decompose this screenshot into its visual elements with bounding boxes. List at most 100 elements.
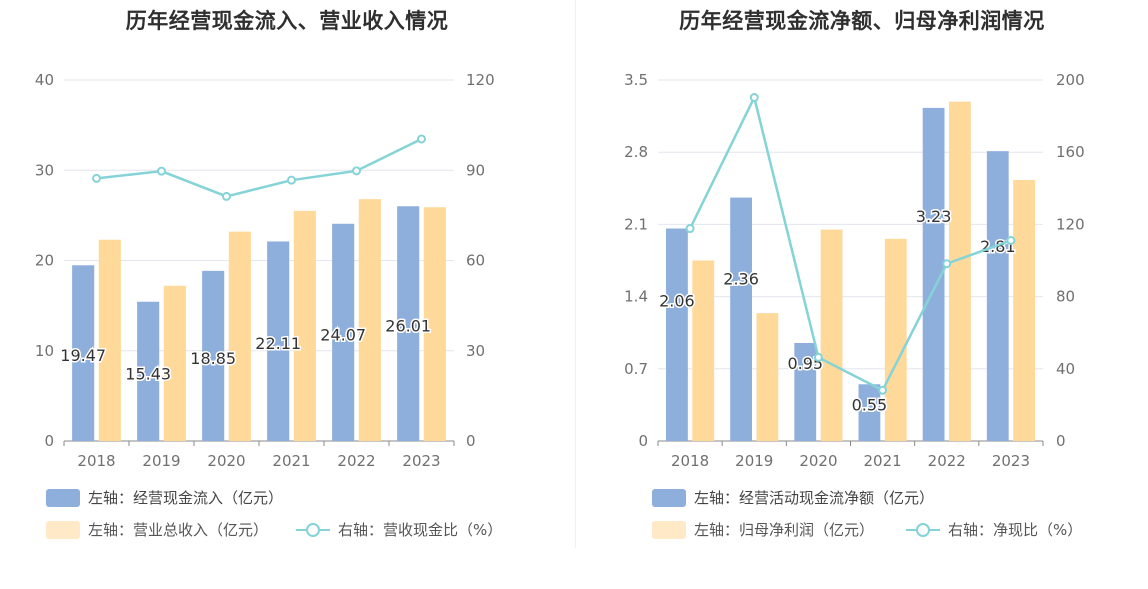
bar-data-label: 19.47 <box>60 346 106 365</box>
bar-primary <box>202 270 225 441</box>
legend-label: 右轴：营收现金比（%） <box>338 521 503 539</box>
legend-swatch-blue <box>46 488 80 507</box>
ratio-point <box>813 352 823 362</box>
bar-secondary <box>423 207 446 441</box>
bar-primary <box>72 265 95 441</box>
legend-label: 左轴：经营现金流入（亿元） <box>88 489 284 507</box>
bar-data-label: 2.36 <box>723 270 759 289</box>
bar-primary <box>332 223 355 441</box>
y-left-tick-label: 1.4 <box>624 288 648 306</box>
bar-data-label: 0.55 <box>852 395 888 414</box>
bar-data-label: 22.11 <box>255 334 301 353</box>
x-tick-label: 2020 <box>799 452 837 470</box>
x-tick-label: 2023 <box>992 452 1030 470</box>
x-tick-label: 2021 <box>272 452 310 470</box>
bar-secondary <box>358 199 381 441</box>
legend-item-ratio[interactable]: 右轴：营收现金比（%） <box>296 519 502 540</box>
y-left-tick-label: 0 <box>638 432 648 450</box>
bar-primary <box>137 301 160 441</box>
bar-data-label: 3.23 <box>916 207 952 226</box>
ratio-line <box>96 137 423 198</box>
y-left-tick-label: 10 <box>35 342 54 360</box>
bar-secondary <box>820 229 843 441</box>
y-left-tick-label: 20 <box>35 252 54 270</box>
y-left-tick-label: 2.1 <box>624 215 648 233</box>
ratio-point <box>942 259 952 269</box>
chart-title: 历年经营现金流入、营业收入情况 <box>125 9 449 33</box>
bar-primary <box>858 384 881 441</box>
bar-primary <box>666 228 688 441</box>
y-left-tick-label: 30 <box>35 161 54 179</box>
bar-secondary <box>1013 180 1035 441</box>
bar-data-label: 26.01 <box>385 317 431 336</box>
y-left-tick-label: 3.5 <box>624 71 648 89</box>
ratio-point <box>352 166 361 176</box>
legend-item-netflow[interactable]: 左轴：经营活动现金流净额（亿元） <box>652 487 934 508</box>
bar-primary <box>730 197 753 441</box>
legend-label: 右轴：净现比（%） <box>948 521 1083 539</box>
bar-secondary <box>948 101 971 441</box>
y-right-tick-label: 90 <box>466 161 485 179</box>
x-tick-label: 2023 <box>402 452 440 470</box>
y-left-tick-label: 40 <box>35 71 54 89</box>
bar-data-label: 15.43 <box>125 364 171 383</box>
legend-line-icon <box>296 521 330 539</box>
chart-plot-area: 0 0.7 1.4 2.1 2.8 3.5 0 40 80 120 160 200 2018 2019 20… <box>624 71 1085 470</box>
ratio-point <box>222 191 231 201</box>
bar-primary <box>922 107 945 441</box>
y-left-tick-label: 0 <box>44 432 54 450</box>
bar-primary <box>794 343 817 441</box>
bar-secondary <box>884 238 907 441</box>
legend-label: 左轴：营业总收入（亿元） <box>88 521 269 539</box>
bar-primary <box>397 206 420 441</box>
bar-secondary <box>692 260 715 441</box>
legend-line-icon <box>906 521 940 539</box>
bar-secondary <box>98 239 121 441</box>
bar-data-label: 24.07 <box>320 325 366 344</box>
bar-data-label: 18.85 <box>190 349 236 368</box>
legend-swatch-blue <box>652 488 686 507</box>
bar-primary <box>267 241 290 441</box>
x-tick-label: 2018 <box>77 452 115 470</box>
chart-plot-area: 0 10 20 30 40 0 30 60 90 120 2018 2019 2020 2021 2022 2… <box>35 71 495 470</box>
ratio-point <box>685 224 695 234</box>
y-right-tick-label: 120 <box>1056 215 1085 233</box>
bar-secondary <box>228 231 251 441</box>
y-right-tick-label: 80 <box>1056 288 1075 306</box>
ratio-point <box>417 134 426 144</box>
chart-title: 历年经营现金流净额、归母净利润情况 <box>679 9 1045 33</box>
panel-divider <box>575 0 576 548</box>
right-chart-panel: 历年经营现金流净额、归母净利润情况 0 0.7 1.4 2.1 2.8 3.5 0 40 80 1… <box>576 0 1148 589</box>
x-tick-label: 2021 <box>863 452 901 470</box>
legend-item-profit[interactable]: 左轴：归母净利润（亿元） <box>652 519 874 540</box>
x-tick-label: 2019 <box>142 452 180 470</box>
ratio-point <box>1006 235 1016 245</box>
y-right-tick-label: 60 <box>466 252 485 270</box>
y-left-tick-label: 2.8 <box>624 143 648 161</box>
y-right-tick-label: 160 <box>1056 143 1085 161</box>
left-chart-panel: 历年经营现金流入、营业收入情况 0 10 20 30 40 0 30 60 90 120 2018 2… <box>35 9 502 540</box>
y-left-tick-label: 0.7 <box>624 360 648 378</box>
legend-item-revenue[interactable]: 左轴：营业总收入（亿元） <box>46 519 268 540</box>
y-right-tick-label: 0 <box>1056 432 1066 450</box>
legend-swatch-orange <box>46 520 80 539</box>
x-tick-label: 2020 <box>207 452 245 470</box>
legend-label: 左轴：归母净利润（亿元） <box>694 521 875 539</box>
x-tick-label: 2019 <box>735 452 773 470</box>
legend-swatch-orange <box>652 520 686 539</box>
legend-item-netratio[interactable]: 右轴：净现比（%） <box>906 519 1082 540</box>
bar-primary <box>986 151 1009 441</box>
bar-data-label: 2.06 <box>659 291 695 310</box>
x-tick-label: 2018 <box>671 452 709 470</box>
y-right-tick-label: 0 <box>466 432 476 450</box>
ratio-point <box>878 385 888 395</box>
x-tick-label: 2022 <box>337 452 375 470</box>
ratio-point <box>287 175 296 185</box>
bar-secondary <box>756 313 779 441</box>
legend-label: 左轴：经营活动现金流净额（亿元） <box>694 489 935 507</box>
legend-item-inflow[interactable]: 左轴：经营现金流入（亿元） <box>46 487 283 508</box>
y-right-tick-label: 40 <box>1056 360 1075 378</box>
bar-secondary <box>293 210 316 441</box>
x-tick-label: 2022 <box>928 452 966 470</box>
y-right-tick-label: 30 <box>466 342 485 360</box>
